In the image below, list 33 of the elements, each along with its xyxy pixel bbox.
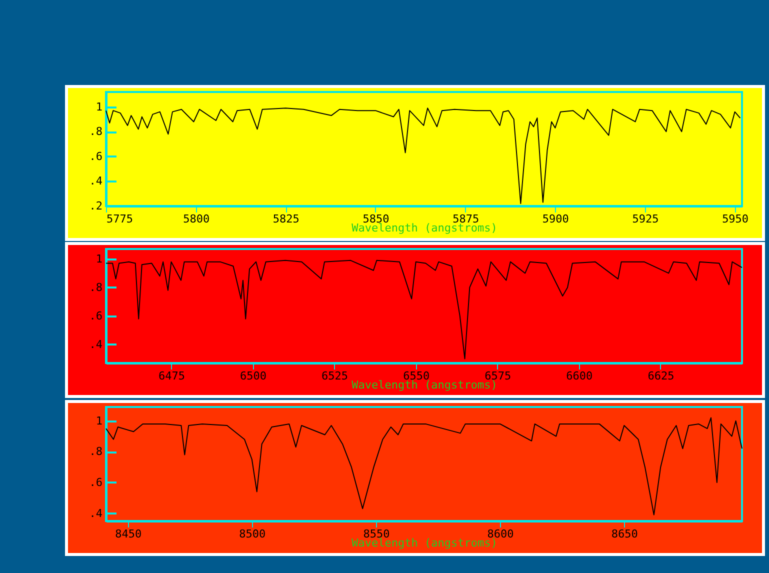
y-tick-label: .8 [89, 125, 102, 138]
x-tick-label: 5825 [272, 212, 300, 226]
y-tick-label: 1 [96, 252, 102, 266]
x-tick-label: 5950 [722, 212, 749, 226]
y-tick-label: .2 [89, 200, 102, 212]
y-tick-label: .8 [89, 280, 102, 294]
y-tick-label: 1 [96, 414, 102, 428]
y-tick-label: .4 [89, 506, 103, 520]
x-tick-label: 8650 [611, 528, 638, 540]
x-tick-label: 6475 [158, 370, 185, 382]
line-series [106, 108, 741, 204]
y-tick-label: .4 [89, 338, 103, 351]
x-tick-label: 5925 [632, 212, 659, 226]
x-tick-label: 6600 [566, 370, 593, 382]
x-tick-label: 6525 [322, 370, 348, 382]
x-tick-label: 5775 [106, 212, 133, 226]
x-tick-label: 8450 [115, 528, 142, 540]
y-tick-label: .6 [89, 150, 102, 163]
x-tick-label: 5900 [542, 212, 569, 226]
y-tick-label: 1 [96, 100, 102, 114]
line-series [106, 417, 742, 516]
x-axis-title: Wavelength (angstroms) [352, 222, 498, 234]
x-tick-label: 5800 [183, 212, 210, 226]
x-axis-title: Wavelength (angstroms) [352, 378, 498, 392]
y-tick-label: .6 [89, 309, 102, 322]
x-tick-label: 8500 [239, 528, 266, 540]
line-series [106, 260, 742, 360]
x-tick-label: 6625 [648, 370, 674, 382]
y-tick-label: .4 [89, 174, 103, 188]
x-tick-label: 6500 [240, 370, 267, 382]
x-axis-title: Wavelength (angstroms) [352, 536, 498, 550]
y-tick-label: .8 [89, 445, 102, 458]
y-tick-label: .6 [89, 476, 102, 489]
